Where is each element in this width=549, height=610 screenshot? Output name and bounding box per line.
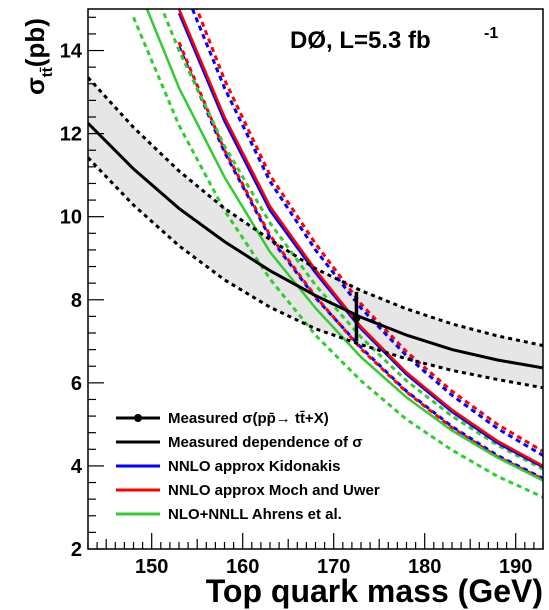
moch-uwer-central-curve (177, 9, 543, 467)
legend-label: NNLO approx Kidonakis (168, 458, 341, 475)
measured-point (352, 314, 361, 323)
lumi-exponent: -1 (484, 25, 498, 42)
ahrens-upper-curve (160, 9, 543, 471)
y-tick-label: 14 (60, 41, 83, 63)
y-tick-label: 10 (60, 207, 82, 229)
legend-label: Measured σ(pp̄→ tt̄+X) (168, 410, 329, 427)
moch-uwer-lower-curve (177, 41, 543, 481)
measured-dependence-lower (88, 156, 543, 390)
y-axis-title-unit: (pb) (20, 18, 50, 67)
x-tick-label: 170 (317, 556, 350, 578)
x-tick-label: 160 (226, 556, 259, 578)
legend-point-marker (134, 414, 142, 422)
x-tick-label: 190 (499, 556, 532, 578)
x-tick-label: 150 (135, 556, 168, 578)
ahrens-lower-curve (132, 16, 543, 499)
y-tick-label: 2 (71, 539, 82, 561)
legend-label: Measured dependence of σ (168, 434, 362, 451)
ahrens-central-curve (145, 9, 543, 482)
y-axis-title-symbol: σ (20, 77, 50, 95)
kidonakis-upper-curve (190, 9, 543, 457)
svg-text:σtt̄(pb): σtt̄(pb) (20, 18, 56, 95)
y-tick-label: 8 (71, 290, 82, 312)
y-axis-title: σtt̄(pb) (20, 18, 56, 95)
kidonakis-lower-curve (177, 45, 543, 480)
y-tick-label: 12 (60, 124, 82, 146)
measured-dependence-upper (88, 76, 543, 347)
legend: Measured σ(pp̄→ tt̄+X) Measured dependenc… (116, 410, 380, 523)
y-tick-label: 4 (71, 456, 83, 478)
y-axis-title-subscript: tt̄ (39, 67, 56, 77)
moch-uwer-upper-curve (195, 9, 543, 453)
x-axis-title: Top quark mass (GeV) (206, 573, 543, 609)
measured-dependence-band (88, 77, 543, 388)
experiment-annotation: DØ, L=5.3 fb (290, 27, 431, 54)
measured-dependence-central (88, 122, 543, 370)
y-tick-label: 6 (71, 373, 82, 395)
kidonakis-central-curve (177, 12, 543, 469)
legend-label: NNLO approx Moch and Uwer (168, 482, 380, 499)
x-tick-label: 180 (408, 556, 441, 578)
legend-label: NLO+NNLL Ahrens et al. (168, 506, 342, 523)
